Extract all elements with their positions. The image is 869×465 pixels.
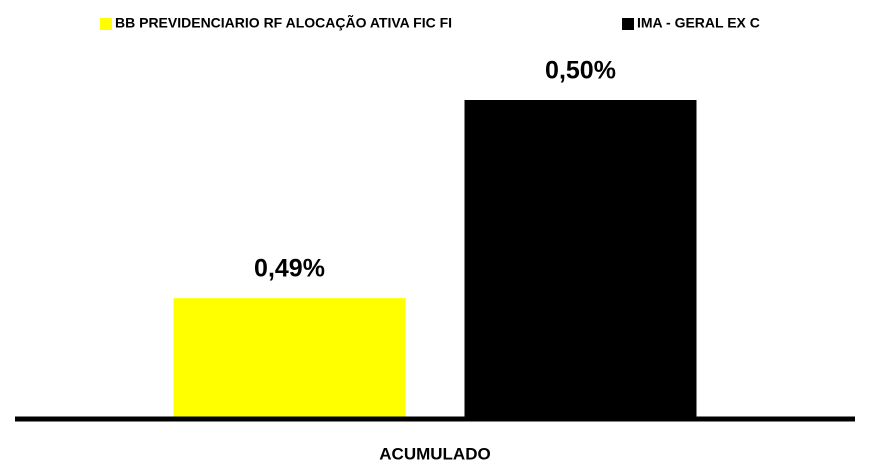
data-label: 0,50% — [545, 57, 616, 85]
x-tick-label: ACUMULADO — [379, 444, 490, 463]
legend-label: BB PREVIDENCIARIO RF ALOCAÇÃO ATIVA FIC … — [115, 14, 452, 31]
legend-label: IMA - GERAL EX C — [637, 15, 760, 31]
legend-swatch — [100, 18, 112, 30]
bar — [173, 298, 406, 417]
bar — [464, 100, 697, 417]
legend-swatch — [622, 18, 634, 30]
data-label: 0,49% — [254, 255, 325, 283]
